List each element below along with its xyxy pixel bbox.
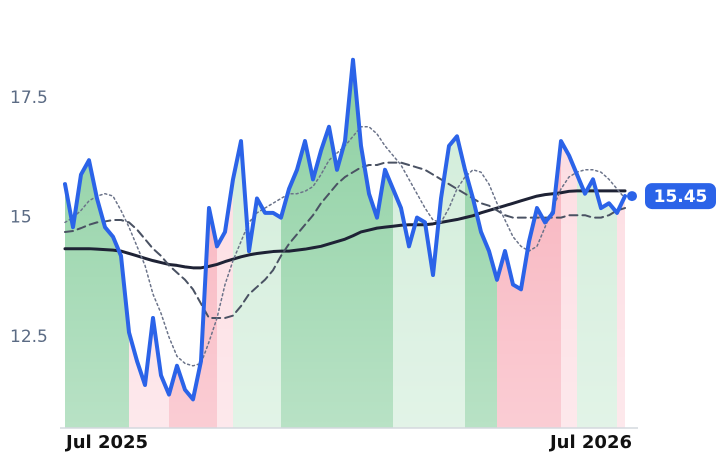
region-area bbox=[281, 59, 393, 428]
last-value-badge bbox=[645, 183, 716, 210]
y-tick-label: 12.5 bbox=[10, 327, 48, 347]
lines bbox=[63, 57, 627, 402]
series-line bbox=[63, 189, 627, 270]
region-area bbox=[577, 174, 617, 428]
region-area bbox=[233, 141, 281, 428]
region-area bbox=[497, 141, 561, 428]
region-area bbox=[617, 196, 625, 428]
series-line bbox=[64, 161, 626, 320]
series-line bbox=[63, 57, 627, 402]
axes: 12.5 15 17.5 Jul 2025 Jul 2026 15.45 bbox=[10, 88, 716, 453]
region-area bbox=[129, 318, 169, 428]
region-area bbox=[217, 179, 233, 428]
region-area bbox=[561, 141, 577, 428]
region-area bbox=[465, 169, 497, 429]
x-tick-label: Jul 2026 bbox=[548, 432, 632, 453]
y-tick-label: 17.5 bbox=[10, 88, 48, 108]
region-area bbox=[169, 208, 217, 428]
last-point bbox=[627, 191, 637, 202]
region-area bbox=[393, 136, 465, 428]
x-tick-label: Jul 2025 bbox=[64, 432, 148, 453]
last-value-label: 15.45 bbox=[654, 187, 708, 207]
y-tick-label: 15 bbox=[10, 208, 32, 228]
